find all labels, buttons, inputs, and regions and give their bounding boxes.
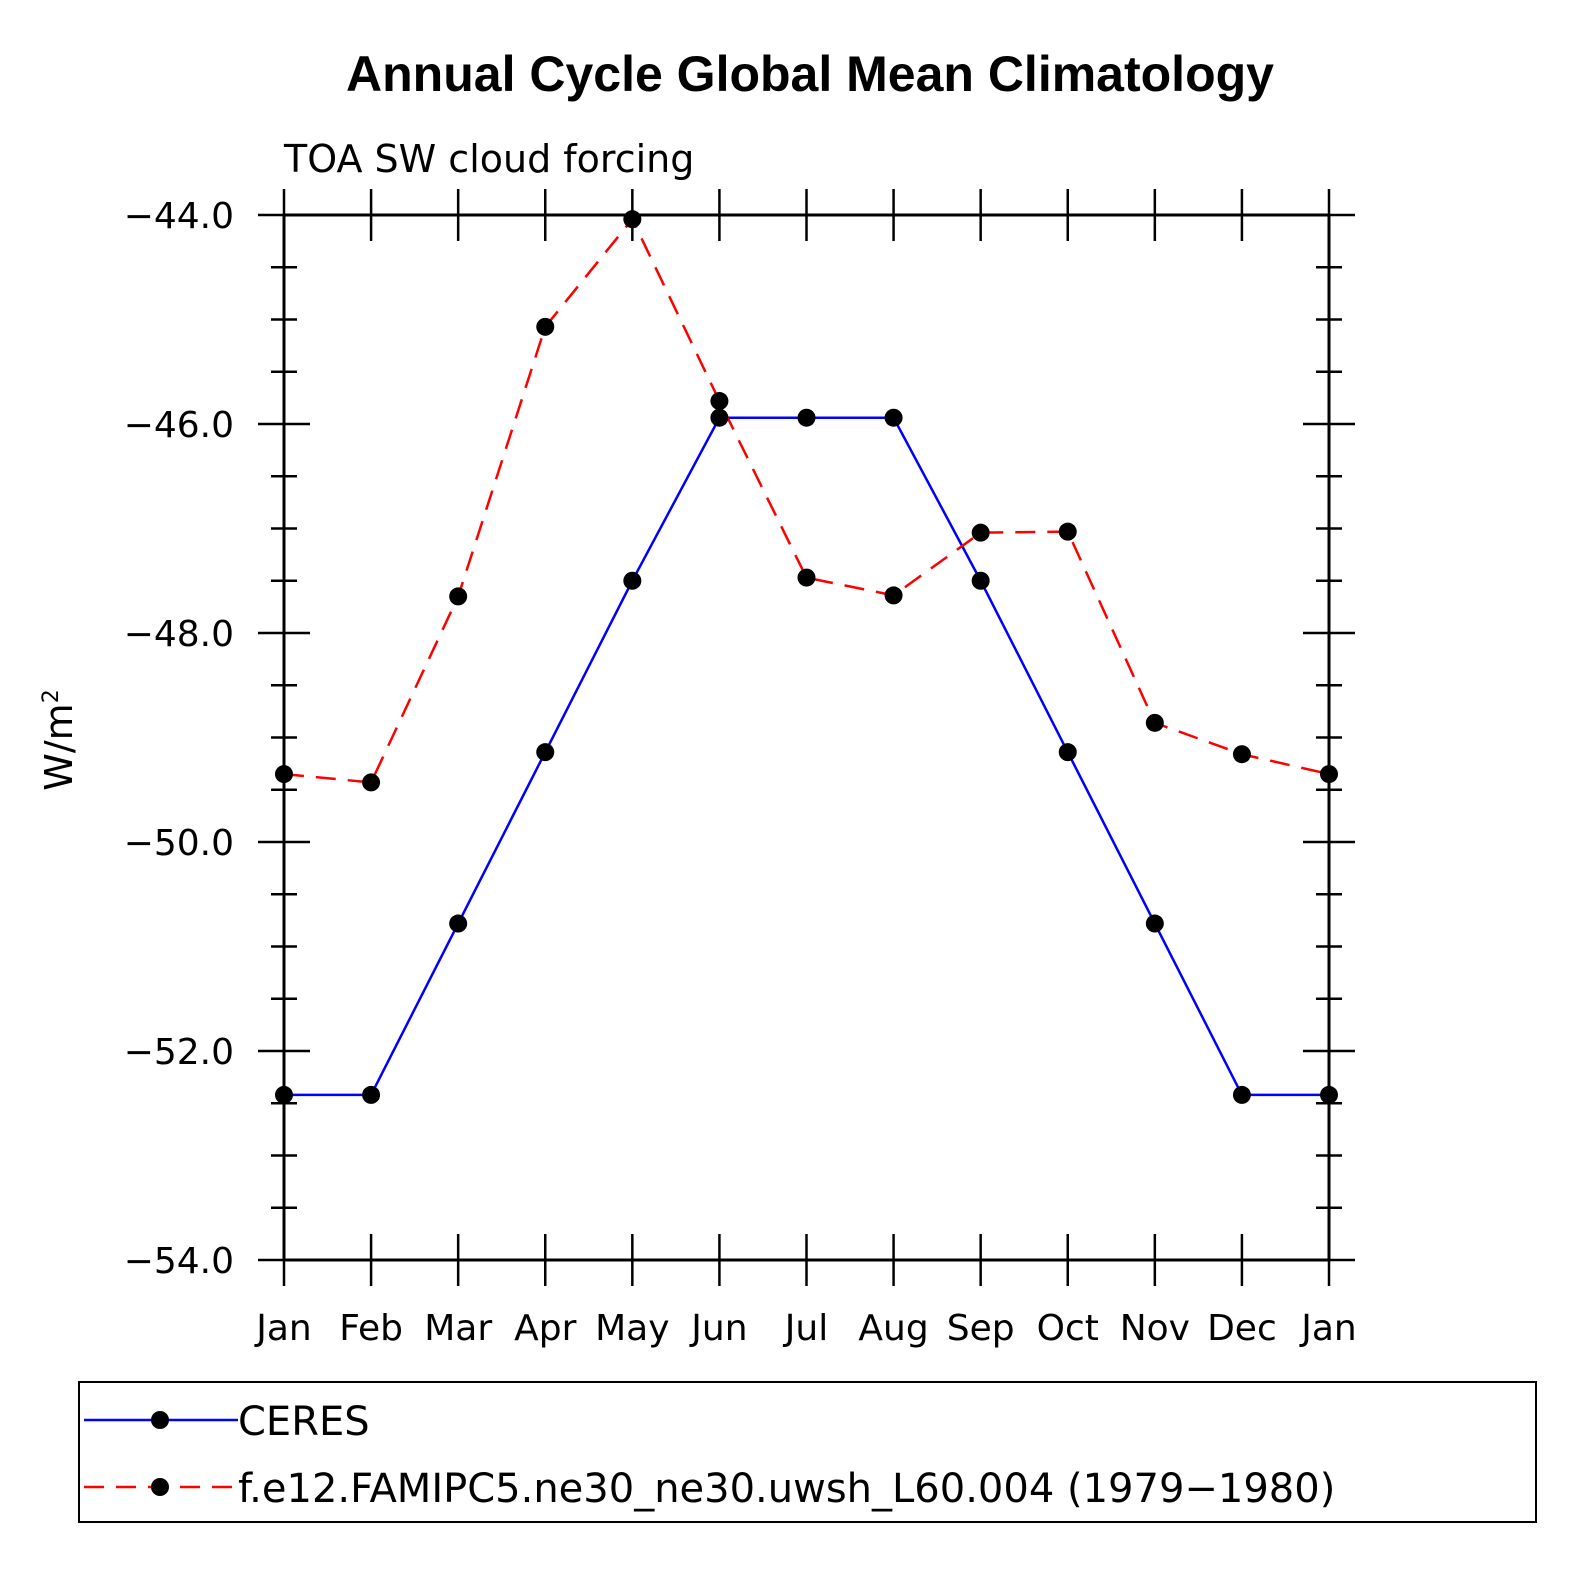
data-point-model — [797, 568, 816, 587]
x-tick-labels: Jan Feb Mar Apr May Jun Jul Aug Sep Oct Nov Dec Jan — [254, 1308, 1357, 1349]
data-point-ceres — [449, 914, 468, 933]
data-point-model — [1058, 522, 1077, 541]
y-axis-label-superscript: 2 — [39, 689, 64, 703]
y-tick-label: −54.0 — [124, 1241, 234, 1282]
data-point-model — [275, 765, 293, 784]
data-point-ceres — [275, 1085, 293, 1104]
y-tick-label: −46.0 — [124, 405, 234, 446]
y-tick-labels: −44.0 −46.0 −48.0 −50.0 −52.0 −54.0 — [124, 196, 234, 1282]
series-layer — [275, 210, 1338, 1104]
y-tick-label: −48.0 — [124, 614, 234, 655]
x-tick-label: Apr — [514, 1308, 576, 1349]
data-point-ceres — [536, 743, 555, 762]
data-point-model — [1320, 765, 1338, 784]
data-point-ceres — [710, 408, 729, 427]
data-point-model — [710, 392, 729, 411]
data-point-model — [884, 586, 903, 605]
data-point-ceres — [797, 408, 816, 427]
data-point-model — [362, 773, 381, 792]
data-point-ceres — [1058, 743, 1077, 762]
data-point-ceres — [884, 408, 903, 427]
x-tick-label: Jun — [689, 1308, 747, 1349]
x-tick-label: Jul — [783, 1308, 828, 1349]
y-axis-label-text: W/m — [37, 703, 81, 790]
x-tick-label: May — [595, 1308, 669, 1349]
series-line-ceres — [284, 416, 1329, 1097]
x-tick-label: Aug — [858, 1308, 928, 1349]
legend-marker-ceres — [151, 1411, 169, 1429]
data-point-ceres — [362, 1085, 381, 1104]
x-tick-label: Dec — [1207, 1308, 1277, 1349]
data-point-ceres — [971, 571, 990, 590]
legend-label-model: f.e12.FAMIPC5.ne30_ne30.uwsh_L60.004 (19… — [238, 1466, 1335, 1512]
data-point-model — [1232, 745, 1251, 764]
x-tick-label: Oct — [1037, 1308, 1099, 1349]
plot-frame — [282, 213, 1331, 1262]
data-point-ceres — [1232, 1085, 1251, 1104]
legend-marker-model — [151, 1478, 169, 1496]
data-point-ceres — [1320, 1085, 1338, 1104]
legend-label-ceres: CERES — [238, 1399, 370, 1445]
y-tick-label: −52.0 — [124, 1032, 234, 1073]
data-point-model — [536, 317, 555, 336]
x-tick-label: Mar — [424, 1308, 492, 1349]
legend-box — [78, 1381, 1537, 1523]
data-point-model — [971, 523, 990, 542]
data-point-ceres — [623, 571, 642, 590]
data-point-model — [449, 587, 468, 606]
data-point-model — [1145, 713, 1164, 732]
x-tick-label: Jan — [254, 1308, 312, 1349]
axis-ticks — [258, 189, 1355, 1286]
x-tick-label: Feb — [339, 1308, 403, 1349]
data-point-model — [623, 210, 642, 229]
x-tick-label: Sep — [947, 1308, 1015, 1349]
chart-title: Annual Cycle Global Mean Climatology — [346, 46, 1274, 102]
data-point-ceres — [1145, 914, 1164, 933]
y-axis-label: W/m2 — [37, 689, 81, 790]
chart-subtitle: TOA SW cloud forcing — [283, 137, 694, 181]
y-tick-label: −50.0 — [124, 823, 234, 864]
legend: CERES f.e12.FAMIPC5.ne30_ne30.uwsh_L60.0… — [78, 1381, 1537, 1523]
series-line-model — [283, 216, 1330, 784]
y-tick-label: −44.0 — [124, 196, 234, 237]
x-tick-label: Nov — [1120, 1308, 1190, 1349]
x-tick-label: Jan — [1299, 1308, 1357, 1349]
